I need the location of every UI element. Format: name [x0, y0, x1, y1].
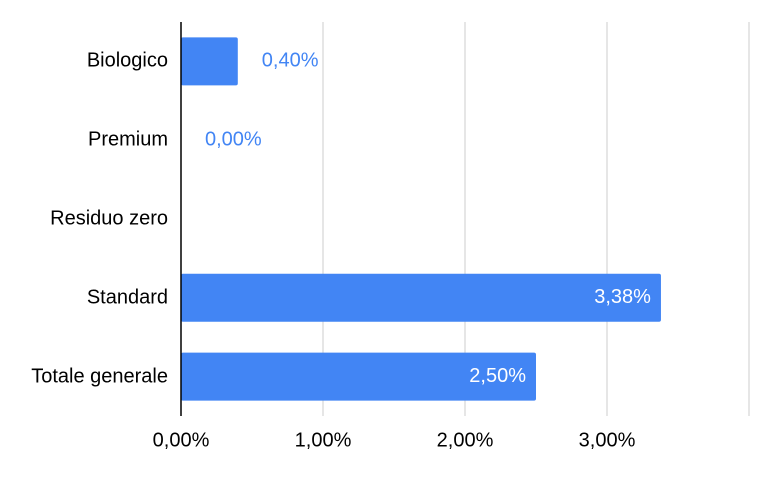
- data-label: 3,38%: [594, 286, 651, 308]
- data-label: 0,40%: [262, 50, 319, 72]
- data-label: 0,00%: [205, 128, 262, 150]
- x-tick-label: 2,00%: [437, 429, 494, 451]
- bar: [181, 37, 238, 86]
- y-tick-label: Residuo zero: [50, 207, 168, 230]
- y-tick-label: Standard: [86, 286, 168, 309]
- bar: [181, 273, 661, 322]
- y-tick-label: Premium: [87, 128, 168, 151]
- y-tick-label: Biologico: [86, 49, 168, 72]
- x-tick-label: 0,00%: [153, 429, 210, 451]
- bar: [181, 352, 536, 401]
- data-label: 2,50%: [469, 365, 526, 387]
- x-tick-label: 1,00%: [295, 429, 352, 451]
- y-tick-label: Totale generale: [31, 365, 168, 388]
- x-tick-label: 3,00%: [579, 429, 636, 451]
